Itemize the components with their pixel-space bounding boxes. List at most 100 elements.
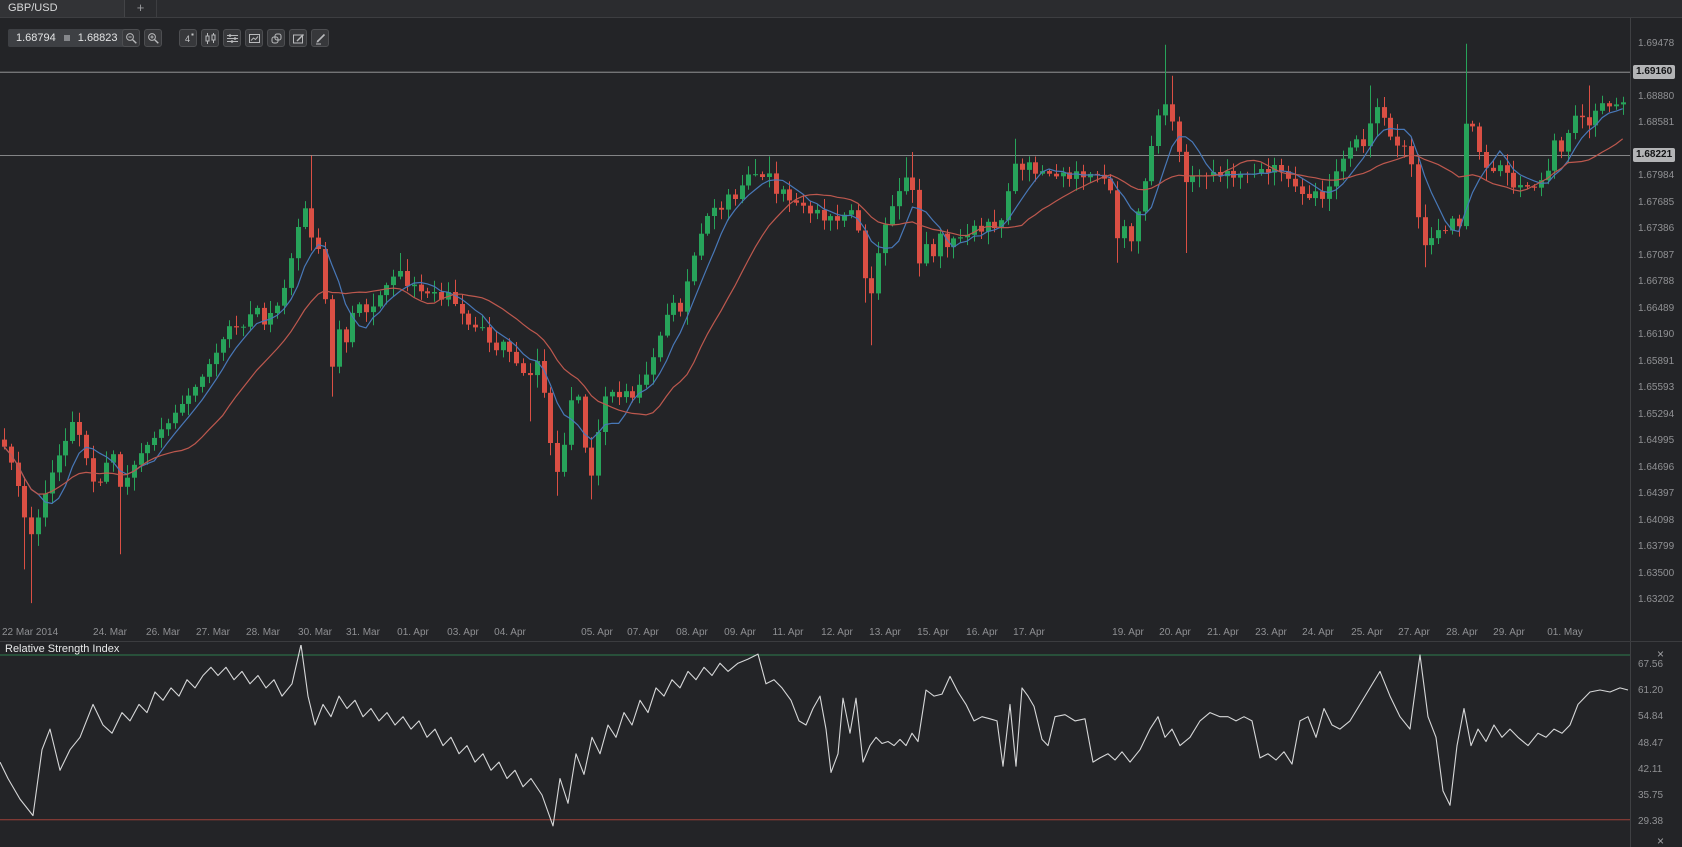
rsi-axis-label: 35.75	[1638, 790, 1664, 801]
time-axis-label: 22 Mar 2014	[2, 627, 59, 638]
add-tab-button[interactable]: +	[125, 0, 157, 17]
price-axis-label: 1.65891	[1638, 356, 1675, 367]
timeframe-4h-button[interactable]: 4	[179, 29, 197, 47]
rsi-line	[0, 645, 1629, 827]
tab-title: GBP/USD	[8, 2, 58, 14]
chart-toolbar: 4	[122, 29, 329, 47]
time-axis-label: 28. Mar	[246, 627, 280, 638]
price-axis-label: 1.66489	[1638, 303, 1675, 314]
price-axis-label: 1.68581	[1638, 117, 1675, 128]
price-axis-label: 1.68880	[1638, 91, 1675, 102]
link-charts-button[interactable]	[267, 29, 285, 47]
panel-close-icon[interactable]: ×	[1657, 834, 1665, 847]
spread-marker-icon	[63, 35, 70, 41]
price-axis-label: 1.67386	[1638, 223, 1675, 234]
chart-type-candles-button[interactable]	[201, 29, 219, 47]
chart-type-candles-icon	[205, 32, 215, 44]
price-axis-label: 1.64098	[1638, 515, 1675, 526]
price-axis-label: 1.69478	[1638, 38, 1675, 49]
indicators-button[interactable]	[223, 29, 241, 47]
rsi-axis-label: 42.11	[1638, 764, 1663, 775]
time-axis-label: 17. Apr	[1013, 627, 1045, 638]
indicators-icon	[226, 33, 238, 43]
time-axis-label: 15. Apr	[917, 627, 949, 638]
time-axis-label: 31. Mar	[346, 627, 380, 638]
rsi-chart[interactable]	[0, 645, 1630, 847]
time-axis-label: 11. Apr	[772, 627, 804, 638]
time-axis-label: 30. Mar	[298, 627, 332, 638]
price-axis-label: 1.65294	[1638, 409, 1675, 420]
plus-icon: +	[136, 0, 145, 15]
price-axis-label: 1.66788	[1638, 276, 1675, 287]
timeframe-4h-icon: 4	[185, 33, 193, 44]
rsi-panel-title: Relative Strength Index	[5, 643, 120, 655]
price-axis-label: 1.64696	[1638, 462, 1675, 473]
time-axis-label: 24. Mar	[93, 627, 127, 638]
zoom-out-button[interactable]	[122, 29, 140, 47]
zoom-out-icon	[125, 32, 137, 44]
rsi-axis-label: 67.56	[1638, 659, 1664, 670]
moving-average-slow	[3, 138, 1624, 495]
edit-drawings-icon	[292, 33, 304, 43]
price-axis-label: 1.63202	[1638, 594, 1675, 605]
time-axis-label: 03. Apr	[447, 627, 479, 638]
bid-price: 1.68794	[16, 32, 56, 44]
time-axis-label: 24. Apr	[1302, 627, 1334, 638]
zoom-in-button[interactable]	[144, 29, 162, 47]
price-axis[interactable]: × × 1.69478 1.68880 1.68581 1.67984 1.67685 1…	[1630, 17, 1682, 847]
price-axis-label: 1.67087	[1638, 250, 1675, 261]
price-axis-label: 1.64397	[1638, 488, 1675, 499]
time-axis-label: 12. Apr	[821, 627, 853, 638]
tab-gbpusd[interactable]: GBP/USD	[0, 0, 125, 17]
draw-tool-icon	[315, 33, 325, 44]
time-axis-label: 25. Apr	[1351, 627, 1383, 638]
time-axis-label: 09. Apr	[724, 627, 756, 638]
time-axis-label: 21. Apr	[1207, 627, 1239, 638]
time-axis-label: 29. Apr	[1493, 627, 1525, 638]
time-axis-label: 04. Apr	[494, 627, 526, 638]
time-axis-label: 01. May	[1547, 627, 1583, 638]
time-axis-label: 27. Mar	[196, 627, 230, 638]
time-axis-label: 05. Apr	[581, 627, 613, 638]
rsi-close-icon[interactable]: ×	[1657, 647, 1665, 661]
rsi-axis-label: 48.47	[1638, 738, 1664, 749]
price-axis-label: 1.66190	[1638, 329, 1675, 340]
time-axis-label: 07. Apr	[627, 627, 659, 638]
ask-price: 1.68823	[77, 32, 118, 44]
price-axis-label: 1.63500	[1638, 568, 1675, 579]
draw-tool-button[interactable]	[311, 29, 329, 47]
candlestick-chart[interactable]	[0, 17, 1630, 623]
price-axis-label: 1.64995	[1638, 435, 1675, 446]
rsi-axis-label: 29.38	[1638, 816, 1664, 827]
price-axis-label: 1.67984	[1638, 170, 1675, 181]
chart-mode-button[interactable]	[245, 29, 263, 47]
price-axis-label: 1.67685	[1638, 197, 1675, 208]
svg-text:4: 4	[185, 34, 190, 44]
candlestick-plot[interactable]	[2, 43, 1626, 604]
time-axis-label: 26. Mar	[146, 627, 180, 638]
time-axis-label: 27. Apr	[1398, 627, 1430, 638]
rsi-axis-label: 61.20	[1638, 685, 1664, 696]
time-axis-label: 20. Apr	[1159, 627, 1191, 638]
price-level-badge: 1.68221	[1633, 148, 1676, 162]
time-axis-label: 01. Apr	[397, 627, 429, 638]
edit-drawings-button[interactable]	[289, 29, 307, 47]
price-axis-label: 1.63799	[1638, 541, 1675, 552]
panel-divider	[0, 641, 1682, 642]
link-charts-icon	[271, 33, 281, 43]
time-axis-label: 13. Apr	[869, 627, 901, 638]
time-axis[interactable]: 22 Mar 2014 24. Mar 26. Mar 27. Mar 28. Mar 3…	[0, 623, 1630, 641]
price-axis-label: 1.65593	[1638, 382, 1675, 393]
time-axis-label: 19. Apr	[1112, 627, 1144, 638]
moving-average-fast	[3, 108, 1623, 505]
time-axis-label: 23. Apr	[1255, 627, 1287, 638]
chart-mode-icon	[248, 33, 260, 43]
tab-bar: GBP/USD +	[0, 0, 1682, 18]
time-axis-label: 08. Apr	[676, 627, 708, 638]
rsi-axis-label: 54.84	[1638, 711, 1664, 722]
time-axis-label: 16. Apr	[966, 627, 998, 638]
price-level-badge: 1.69160	[1633, 65, 1676, 79]
quote-box[interactable]: 1.68794 1.68823	[8, 29, 126, 47]
zoom-in-icon	[147, 32, 159, 44]
